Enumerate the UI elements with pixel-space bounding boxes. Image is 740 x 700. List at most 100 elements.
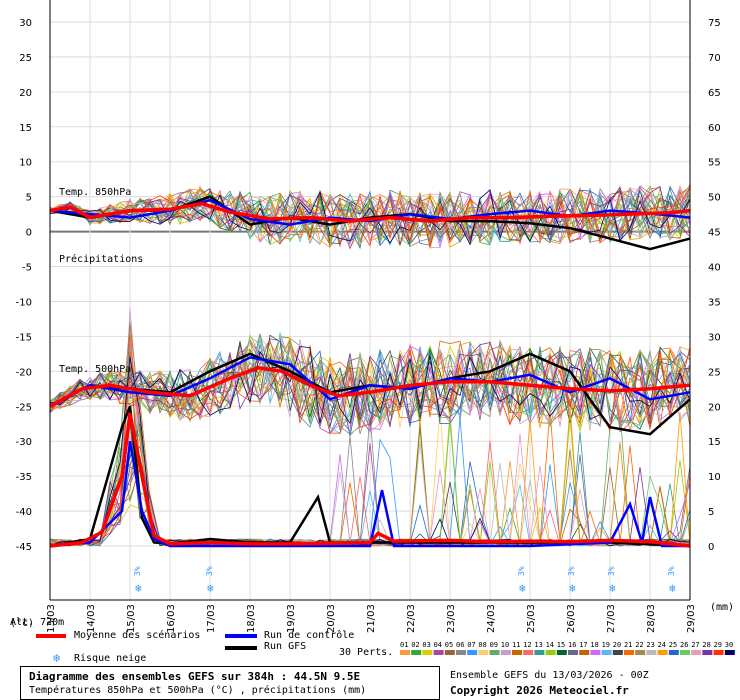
pert-legend-id: 13: [534, 641, 542, 649]
run-info: Ensemble GEFS du 13/03/2026 - 00Z: [450, 670, 649, 681]
right-tick-label: 75: [708, 18, 721, 29]
pert-legend-id: 21: [624, 641, 632, 649]
right-tick-label: 55: [708, 158, 721, 169]
pert-legend-id: 15: [557, 641, 565, 649]
x-tick-label: 22/03: [406, 604, 417, 633]
label-precip: Précipitations: [59, 253, 143, 265]
pert-legend-swatch: [512, 650, 522, 655]
snow-risk-pct: 3%: [517, 566, 526, 576]
right-tick-label: 60: [708, 123, 721, 134]
pert-legend-id: 29: [714, 641, 722, 649]
pert-legend-swatch: [691, 650, 702, 655]
pert-24-t500-line: [49, 333, 691, 428]
snow-risk-markers: 3% ❄ 3% ❄ 3% ❄ 3% ❄ 3% ❄ 3% ❄: [133, 566, 676, 595]
pert-legend-id: 07: [467, 641, 475, 649]
left-tick-label: -45: [16, 542, 32, 553]
pert-25-t850-line: [49, 185, 691, 247]
pert-legend-swatch: [444, 650, 455, 655]
pert-legend-swatch: [422, 650, 433, 655]
pert-legend-swatch: [456, 650, 466, 655]
mean-t850-line: [49, 201, 691, 223]
right-tick-label: 5: [708, 507, 714, 518]
pert-legend-id: 10: [501, 641, 509, 649]
snowflake-icon: ❄: [53, 651, 61, 665]
pert-legend-swatch: [657, 650, 668, 655]
pert-legend-id: 08: [478, 641, 486, 649]
legend-snow-label: Risque neige: [74, 653, 147, 664]
pert-legend-swatch: [601, 650, 612, 655]
snow-risk-pct: 3%: [667, 566, 676, 576]
snowflake-icon: ❄: [609, 582, 616, 595]
pert-legend-id: 03: [422, 641, 430, 649]
left-tick-label: 30: [19, 18, 32, 29]
pert-legend-swatch: [724, 650, 735, 655]
snow-risk-pct: 3%: [567, 566, 576, 576]
left-tick-label: -25: [16, 402, 32, 413]
right-unit: (mm): [710, 602, 734, 613]
x-tick-label: 18/03: [246, 604, 257, 633]
x-tick-label: 25/03: [526, 604, 537, 633]
snowflake-icon: ❄: [669, 582, 676, 595]
pert-legend-swatch: [568, 650, 578, 655]
snowflake-icon: ❄: [135, 582, 142, 595]
x-tick-label: 17/03: [206, 604, 217, 633]
x-tick-label: 14/03: [86, 604, 97, 633]
pert-legend-swatch: [467, 650, 478, 655]
pert-legend-id: 14: [546, 641, 554, 649]
pert-legend-swatch: [500, 650, 511, 655]
pert-legend-id: 28: [702, 641, 710, 649]
left-tick-label: -10: [16, 297, 32, 308]
left-tick-label: 20: [19, 88, 32, 99]
pert-legend-id: 17: [579, 641, 587, 649]
x-tick-label: 28/03: [646, 604, 657, 633]
legend-gfs-label: Run GFS: [264, 641, 307, 652]
pert-legend-id: 16: [568, 641, 576, 649]
x-tick-label: 27/03: [606, 604, 617, 633]
x-tick-label: 20/03: [326, 604, 337, 633]
pert-legend-id: 02: [411, 641, 419, 649]
pert-legend-id: 23: [646, 641, 654, 649]
right-tick-label: 10: [708, 472, 721, 483]
pert-28-t850-line: [49, 185, 691, 245]
pert-legend-swatch: [534, 650, 545, 655]
left-tick-label: 25: [19, 53, 32, 64]
right-tick-label: 50: [708, 193, 721, 204]
pert-legend-swatch: [523, 650, 534, 655]
pert-26-t500-line: [49, 335, 691, 428]
legend-control-swatch: [225, 634, 257, 638]
chart-axes: 302520151050-5-10-15-20-25-30-35-40-4575…: [16, 0, 721, 633]
pert-29-t850-line: [49, 186, 691, 248]
pert-legend-id: 20: [613, 641, 621, 649]
right-tick-label: 65: [708, 88, 721, 99]
left-tick-label: -35: [16, 472, 32, 483]
pert-legend-id: 05: [445, 641, 453, 649]
pert-legend-swatch: [713, 650, 724, 655]
pert-legend-id: 27: [691, 641, 699, 649]
legend-control-label: Run de contrôle: [264, 630, 355, 641]
pert-legend-swatch: [545, 650, 556, 655]
label-t500: Temp. 500hPa: [59, 364, 131, 375]
pert-29-t500-line: [49, 346, 691, 434]
right-tick-label: 40: [708, 263, 721, 274]
left-tick-label: 5: [26, 193, 32, 204]
snow-risk-pct: 3%: [205, 566, 214, 576]
pert-legend-swatch: [590, 650, 601, 655]
pert-legend-id: 19: [602, 641, 610, 649]
pert-legend-id: 01: [400, 641, 408, 649]
perturbation-legend: 01 02 03 04 05 06 07 08 09 10 11 12 13 14 15 16 17 18 19 20…: [400, 641, 735, 655]
pert-30-t850-line: [49, 189, 691, 246]
pert-legend-swatch: [680, 650, 690, 655]
left-tick-label: 10: [19, 158, 32, 169]
pert-legend-swatch: [400, 650, 410, 655]
mean-t500-line: [49, 366, 691, 408]
pert-legend-swatch: [624, 650, 634, 655]
chart-grid: [49, 0, 691, 600]
main-series-lines: [49, 195, 691, 548]
pert-legend-id: 26: [680, 641, 688, 649]
legend-gfs-swatch: [225, 646, 257, 650]
legend-mean-swatch: [36, 634, 66, 638]
x-tick-label: 21/03: [366, 604, 377, 633]
label-t850: Temp. 850hPa: [59, 187, 131, 198]
x-tick-label: 24/03: [486, 604, 497, 633]
